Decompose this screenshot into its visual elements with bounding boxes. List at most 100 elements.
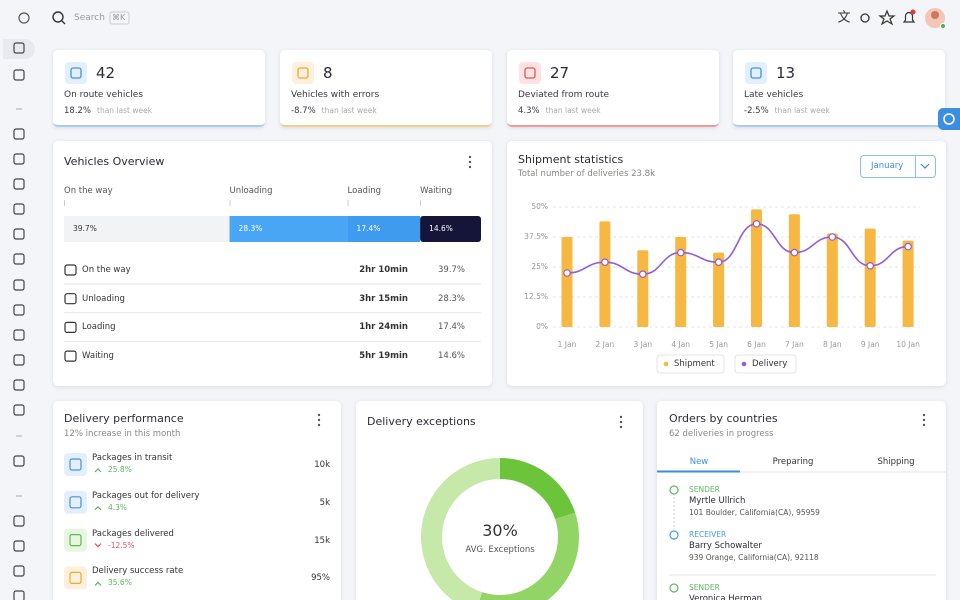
nav-icon[interactable] bbox=[13, 379, 25, 391]
settings-tab[interactable] bbox=[938, 108, 960, 130]
item-value: 5k bbox=[319, 497, 330, 508]
menu-dot[interactable] bbox=[619, 420, 623, 424]
y-tick-label: 50% bbox=[531, 202, 548, 211]
tab[interactable]: New bbox=[689, 457, 709, 467]
menu-dot[interactable] bbox=[468, 155, 472, 159]
card-subtitle: 12% increase in this month bbox=[64, 429, 181, 439]
bar bbox=[864, 228, 876, 327]
segment-label: 17.4% bbox=[356, 224, 381, 233]
menu-dot[interactable] bbox=[317, 423, 321, 427]
nav-icon[interactable] bbox=[13, 515, 25, 527]
item-name: Packages in transit bbox=[92, 453, 173, 463]
notification-dot bbox=[910, 9, 916, 15]
entry-name: Veronica Herman bbox=[689, 594, 763, 600]
nav-icon[interactable] bbox=[13, 455, 25, 467]
donut-label: AVG. Exceptions bbox=[465, 545, 535, 555]
line-point bbox=[866, 261, 875, 270]
item-name: Packages delivered bbox=[92, 528, 174, 539]
entry-address: 939 Orange, California(CA), 92118 bbox=[689, 553, 819, 562]
stat-note: than last week bbox=[321, 106, 377, 115]
nav-icon[interactable] bbox=[13, 329, 25, 341]
menu-dot[interactable] bbox=[922, 423, 926, 427]
y-tick-label: 37.5% bbox=[524, 232, 548, 241]
line-point bbox=[828, 233, 837, 241]
item-change: -12.5% bbox=[108, 540, 135, 550]
tab[interactable]: Preparing bbox=[772, 457, 814, 467]
bar bbox=[713, 252, 725, 327]
stat-icon-bg bbox=[65, 62, 87, 84]
menu-dot[interactable] bbox=[317, 418, 321, 422]
nav-icon[interactable] bbox=[13, 590, 25, 600]
entry-role: SENDER bbox=[689, 583, 720, 592]
menu-dot[interactable] bbox=[468, 165, 472, 169]
theme-icon[interactable] bbox=[860, 13, 870, 23]
stat-card bbox=[280, 50, 492, 127]
menu-dot[interactable] bbox=[922, 418, 926, 422]
stat-change-row: -2.5% than last week bbox=[744, 100, 830, 119]
card-title: Shipment statistics bbox=[518, 153, 624, 166]
logo bbox=[18, 12, 30, 24]
stat-note: than last week bbox=[97, 106, 153, 115]
nav-icon[interactable] bbox=[13, 42, 25, 54]
segment-label: 39.7% bbox=[73, 224, 97, 233]
nav-icon[interactable] bbox=[13, 178, 25, 190]
menu-dot[interactable] bbox=[619, 425, 623, 429]
chevron bbox=[920, 163, 930, 169]
menu-dot[interactable] bbox=[317, 413, 321, 417]
item-icon-bg bbox=[64, 566, 87, 590]
star-icon[interactable] bbox=[878, 9, 896, 26]
translate-icon[interactable]: 文 bbox=[837, 11, 850, 26]
nav-icon[interactable] bbox=[13, 404, 25, 416]
performance-card bbox=[53, 401, 341, 600]
y-tick-label: 25% bbox=[531, 262, 548, 271]
menu-dot[interactable] bbox=[468, 160, 472, 164]
stat-change: 18.2% bbox=[64, 106, 92, 116]
nav-icon[interactable] bbox=[13, 354, 25, 366]
item-icon bbox=[69, 571, 82, 585]
line bbox=[566, 222, 909, 276]
nav-icon[interactable] bbox=[13, 128, 25, 140]
column-label: Unloading bbox=[229, 186, 273, 196]
donut-segment bbox=[421, 458, 500, 600]
row-label: Unloading bbox=[82, 293, 125, 304]
search-placeholder: Search bbox=[74, 13, 105, 23]
nav-icon[interactable] bbox=[13, 69, 25, 81]
nav-icon[interactable] bbox=[13, 203, 25, 215]
month-dropdown[interactable] bbox=[915, 155, 936, 178]
stat-icon-bg bbox=[292, 62, 314, 84]
stat-change-row: 18.2% than last week bbox=[64, 100, 152, 119]
tab[interactable]: Shipping bbox=[877, 457, 915, 467]
item-icon-bg bbox=[64, 490, 87, 514]
menu-dot[interactable] bbox=[619, 415, 623, 419]
nav-icon[interactable] bbox=[13, 279, 25, 291]
search-icon bbox=[52, 11, 64, 23]
card-title: Orders by countries bbox=[669, 412, 778, 425]
nav-icon[interactable] bbox=[13, 565, 25, 577]
row-icon bbox=[64, 293, 77, 305]
stat-icon bbox=[750, 67, 762, 79]
segment-label: 14.6% bbox=[429, 224, 453, 233]
line-point bbox=[714, 258, 723, 267]
column-label: Loading bbox=[347, 186, 382, 196]
bar bbox=[637, 250, 649, 327]
item-value: 15k bbox=[314, 535, 330, 546]
nav-icon[interactable] bbox=[13, 228, 25, 240]
row-label: Loading bbox=[82, 322, 116, 333]
nav-icon[interactable] bbox=[13, 153, 25, 165]
entry-address: 101 Boulder, California(CA), 95959 bbox=[689, 508, 820, 517]
nav-icon[interactable] bbox=[13, 253, 25, 265]
status-dot bbox=[940, 23, 946, 29]
legend-pill bbox=[656, 354, 725, 374]
settings-icon[interactable] bbox=[943, 113, 955, 125]
legend-pill bbox=[734, 354, 797, 374]
entry-icon bbox=[669, 485, 679, 495]
nav-icon[interactable] bbox=[13, 540, 25, 552]
entry-icon bbox=[669, 530, 679, 540]
x-tick-label: 2 Jan bbox=[595, 340, 615, 349]
bell-icon[interactable] bbox=[902, 11, 916, 23]
stat-card bbox=[733, 50, 945, 127]
item-icon bbox=[69, 458, 82, 471]
menu-dot[interactable] bbox=[922, 413, 926, 417]
nav-icon[interactable] bbox=[13, 304, 25, 316]
